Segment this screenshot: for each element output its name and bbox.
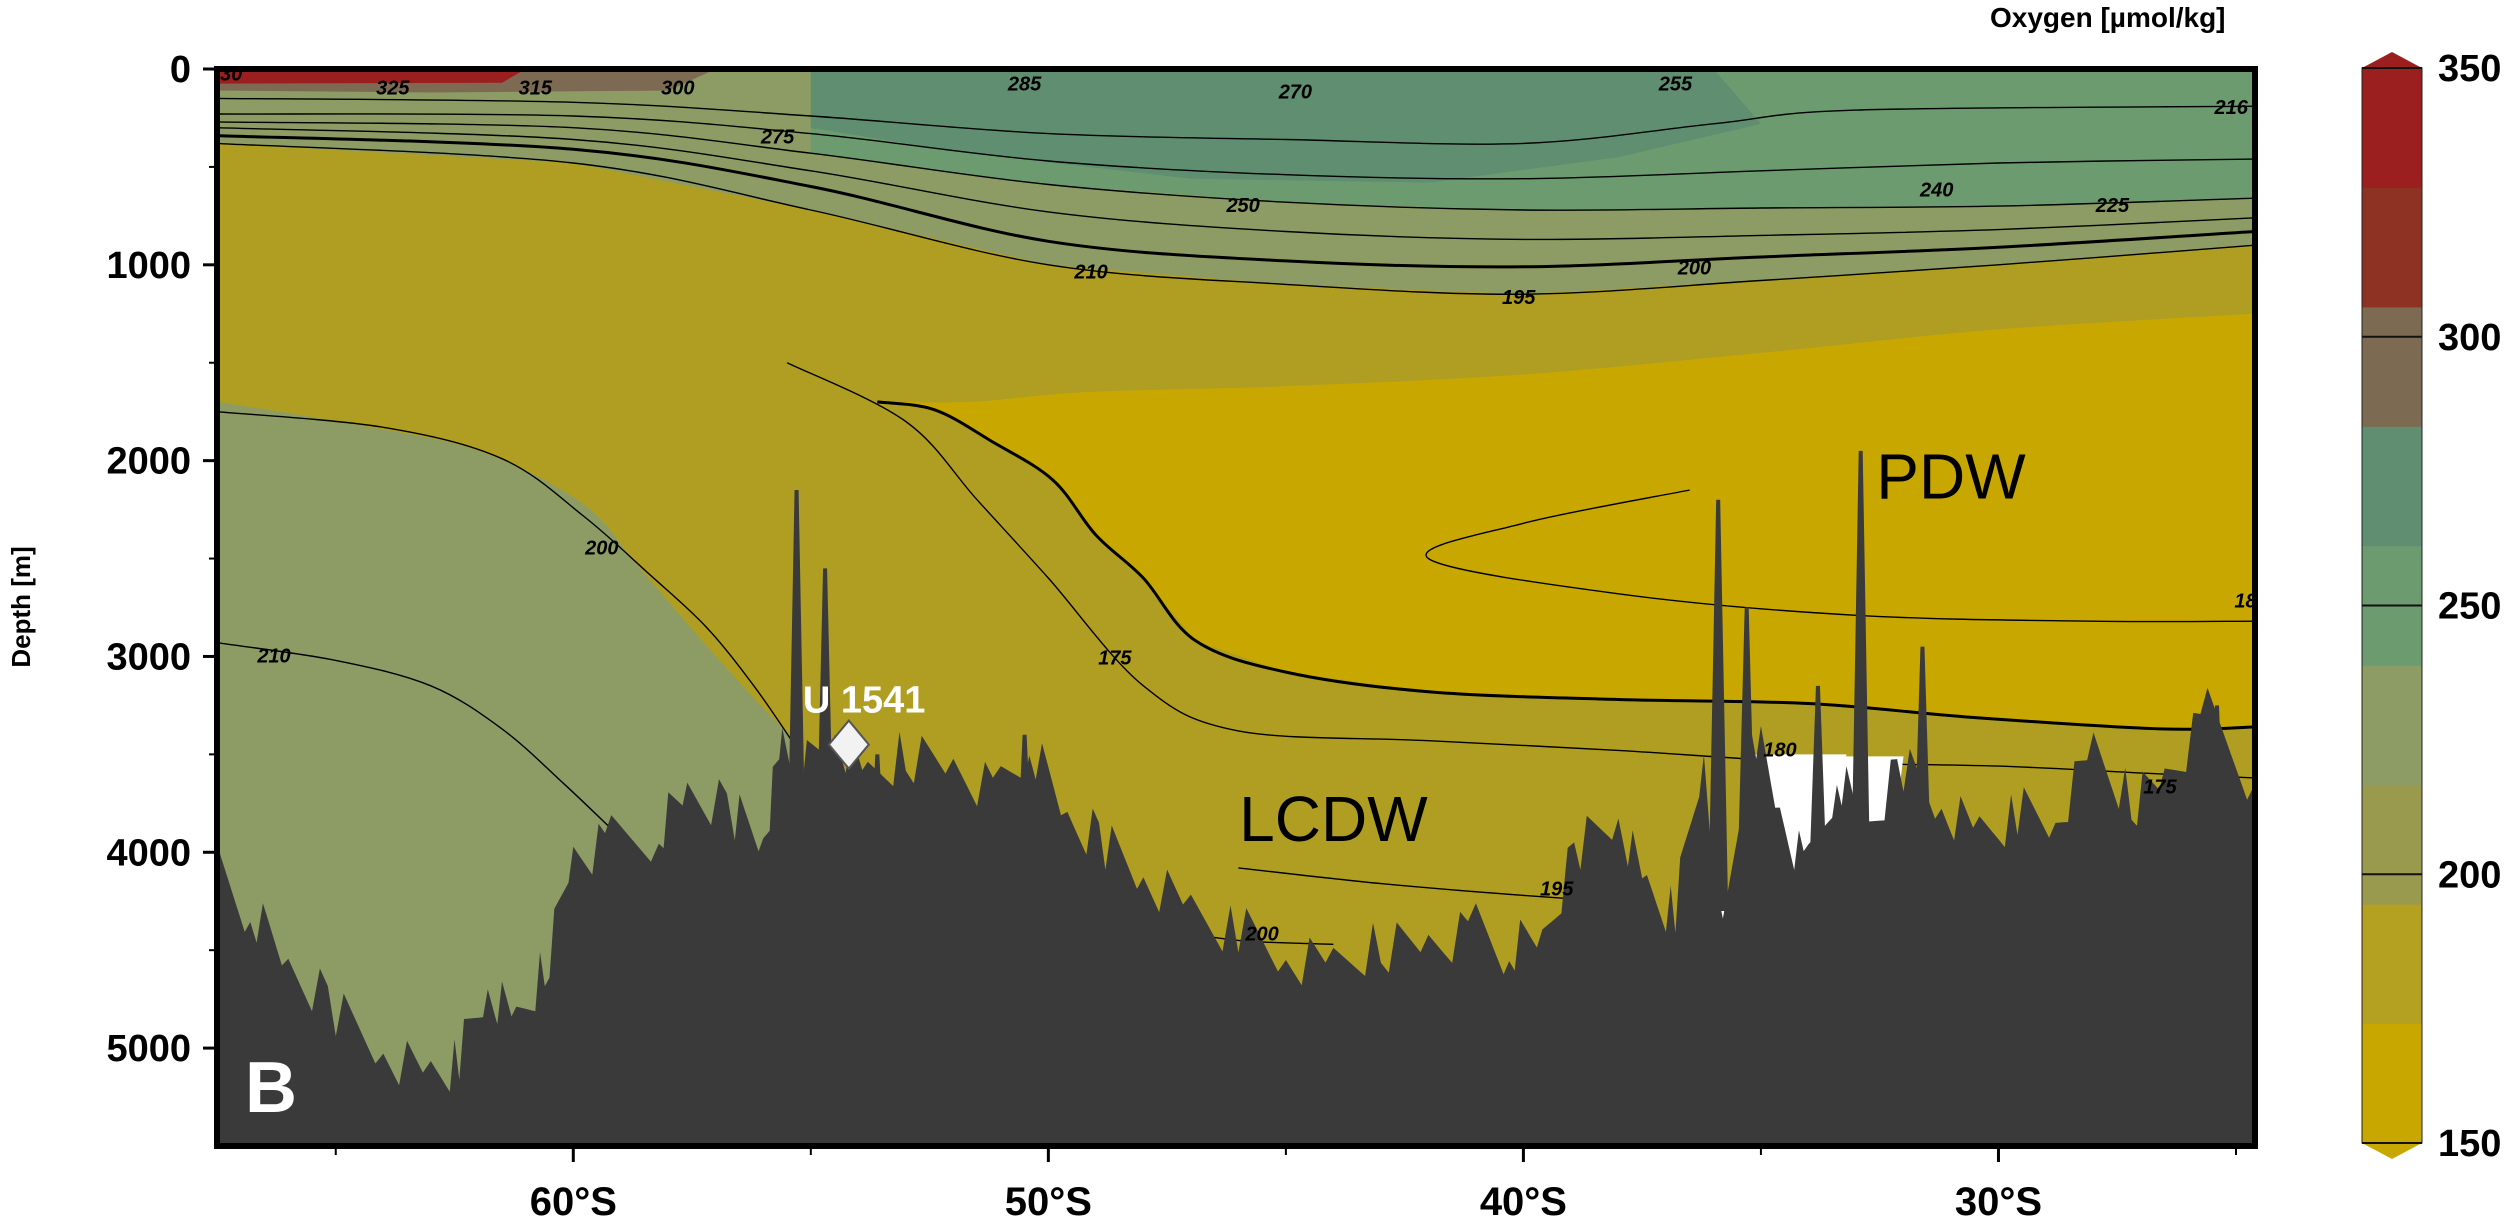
contour-label-15: 200 bbox=[584, 538, 618, 560]
contour-label-21: 195 bbox=[1540, 878, 1574, 900]
colorbar-tick-label-4: 150 bbox=[2438, 1123, 2501, 1165]
colorbar-ticks: 350 300 250 200 150 bbox=[2362, 48, 2501, 1165]
contour-label-2: 315 bbox=[519, 77, 553, 99]
seafloor-peaks bbox=[786, 450, 2227, 912]
site-label: U 1541 bbox=[803, 680, 926, 722]
contour-line-4 bbox=[217, 134, 2255, 269]
plot-area: 30 325 315 300 285 270 255 275 216 240 250 225 210 20… bbox=[217, 64, 2257, 1146]
x-axis: 60°S 50°S 40°S 30°S bbox=[334, 1146, 2237, 1224]
y-tick-label-2: 2000 bbox=[106, 441, 191, 483]
contour-line-5 bbox=[217, 142, 2255, 295]
contour-line-9 bbox=[786, 362, 2255, 779]
colorbar-bottom-arrow bbox=[2362, 1143, 2422, 1159]
contour-line-8 bbox=[877, 400, 2255, 731]
water-mass-label-lcdw: LCDW bbox=[1239, 783, 1428, 855]
plot-frame bbox=[214, 66, 2258, 1149]
contour-line-7 bbox=[217, 642, 612, 830]
colorbar-top-arrow bbox=[2362, 52, 2422, 68]
contour-line-10 bbox=[1425, 489, 2255, 623]
contour-label-1: 325 bbox=[376, 77, 410, 99]
seafloor-peak-7 bbox=[1850, 450, 1871, 912]
contour-line-2 bbox=[217, 121, 2255, 211]
contour-label-0: 30 bbox=[220, 64, 242, 86]
colorbar-tick-label-3: 200 bbox=[2438, 854, 2501, 896]
seafloor-peak-2 bbox=[867, 754, 888, 912]
site-diamond-icon bbox=[827, 719, 871, 771]
contour-label-20: 175 bbox=[2143, 777, 2177, 799]
seafloor-peak-1 bbox=[815, 568, 836, 912]
seafloor-peak-9 bbox=[2206, 705, 2227, 912]
contour-label-7: 275 bbox=[760, 126, 795, 148]
seafloor-peak-0 bbox=[786, 490, 807, 912]
colorbar-title: Oxygen [µmol/kg] bbox=[1990, 2, 2226, 33]
contour-label-18: 180 bbox=[1763, 739, 1796, 761]
colorbar-segment-6 bbox=[2362, 306, 2422, 427]
colorbar-segment-2 bbox=[2362, 784, 2422, 905]
colorbar: Oxygen [µmol/kg] 350 300 250 200 150 bbox=[1990, 2, 2501, 1165]
contour-label-22: 200 bbox=[1244, 923, 1278, 945]
contour-line-3 bbox=[217, 127, 2255, 241]
fill-region-pdw-core bbox=[877, 313, 2255, 729]
contour-label-14: 195 bbox=[1502, 287, 1536, 309]
y-axis: 0 1000 2000 3000 4000 5000 bbox=[106, 49, 217, 1070]
y-tick-label-4: 4000 bbox=[106, 832, 191, 874]
contour-lines bbox=[217, 97, 2255, 945]
water-mass-label-pdw: PDW bbox=[1876, 440, 2026, 512]
colorbar-tick-label-0: 350 bbox=[2438, 48, 2501, 90]
contour-label-13: 200 bbox=[1677, 258, 1711, 280]
y-tick-label-5: 5000 bbox=[106, 1028, 191, 1070]
seafloor-peak-3 bbox=[1014, 734, 1035, 912]
contour-line-1 bbox=[217, 113, 2255, 180]
y-axis-label: Depth [m] bbox=[6, 546, 36, 667]
contour-line-6 bbox=[217, 411, 793, 742]
contour-label-8: 216 bbox=[2214, 97, 2249, 119]
colorbar-segment-5 bbox=[2362, 426, 2422, 547]
contour-line-0 bbox=[217, 97, 2255, 145]
colorbar-tick-label-1: 300 bbox=[2438, 317, 2501, 359]
contour-label-10: 250 bbox=[1225, 195, 1259, 217]
contour-label-11: 225 bbox=[2095, 195, 2130, 217]
seafloor-peak-6 bbox=[1807, 685, 1828, 912]
x-tick-label-1: 50°S bbox=[1005, 1180, 1092, 1224]
contour-label-3: 300 bbox=[661, 77, 694, 99]
seafloor-peak-8 bbox=[1912, 646, 1933, 912]
surface-band-4 bbox=[217, 69, 526, 84]
contour-label-17: 175 bbox=[1098, 647, 1132, 669]
colorbar-segment-1 bbox=[2362, 904, 2422, 1025]
colorbar-segment-0 bbox=[2362, 1023, 2422, 1144]
seafloor-peak-4 bbox=[1708, 499, 1729, 912]
contour-label-16: 210 bbox=[256, 645, 290, 667]
seafloor-peak-5 bbox=[1736, 607, 1757, 912]
y-tick-label-0: 0 bbox=[170, 49, 191, 91]
y-tick-label-3: 3000 bbox=[106, 636, 191, 678]
x-tick-label-0: 60°S bbox=[530, 1180, 617, 1224]
contour-label-12: 210 bbox=[1073, 262, 1107, 284]
colorbar-segment-8 bbox=[2362, 68, 2422, 188]
y-tick-label-1: 1000 bbox=[106, 245, 191, 287]
colorbar-segment-7 bbox=[2362, 187, 2422, 308]
contour-label-4: 285 bbox=[1007, 74, 1042, 96]
contour-label-19: 18 bbox=[2234, 591, 2257, 613]
contour-labels: 30 325 315 300 285 270 255 275 216 240 250 225 210 20… bbox=[220, 64, 2257, 945]
x-tick-label-2: 40°S bbox=[1480, 1180, 1567, 1224]
surface-band-2 bbox=[810, 69, 1761, 183]
contour-label-6: 255 bbox=[1658, 74, 1693, 96]
contour-label-5: 270 bbox=[1278, 81, 1312, 103]
site-marker: U 1541 bbox=[803, 680, 926, 771]
contour-label-9: 240 bbox=[1919, 179, 1953, 201]
x-tick-label-3: 30°S bbox=[1955, 1180, 2042, 1224]
colorbar-tick-label-2: 250 bbox=[2438, 586, 2501, 628]
colorbar-segment-3 bbox=[2362, 665, 2422, 786]
panel-label: B bbox=[245, 1048, 297, 1128]
